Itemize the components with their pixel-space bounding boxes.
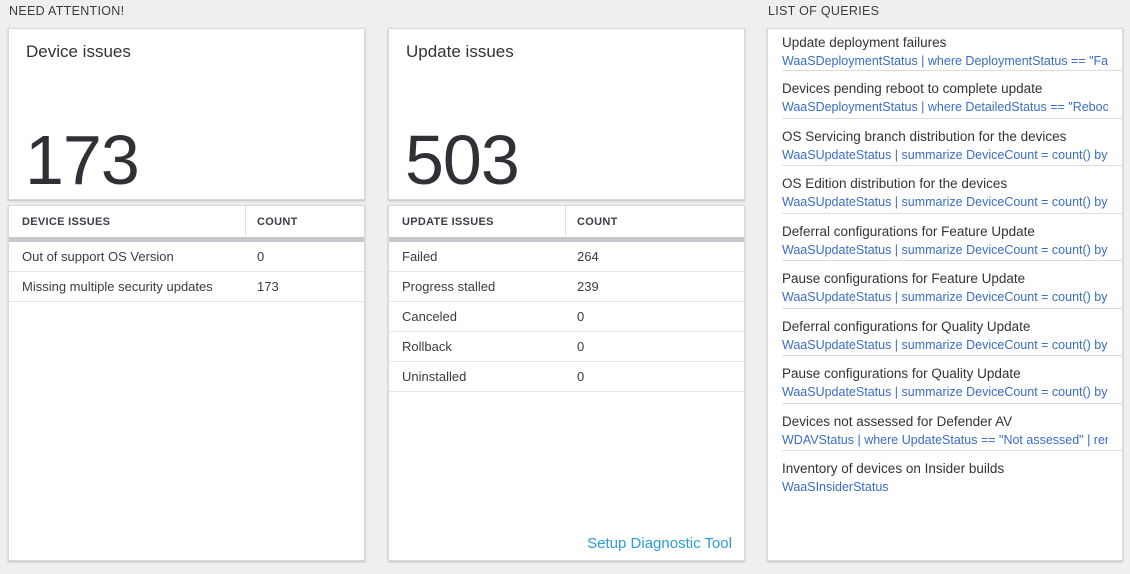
table-row[interactable]: Out of support OS Version 0 bbox=[9, 242, 364, 272]
issue-count: 0 bbox=[577, 339, 585, 354]
table-row[interactable]: Uninstalled 0 bbox=[389, 362, 744, 392]
device-issues-table-header: DEVICE ISSUES COUNT bbox=[9, 206, 364, 237]
table-row[interactable]: Rollback 0 bbox=[389, 332, 744, 362]
query-list-item[interactable]: Devices pending reboot to complete updat… bbox=[768, 71, 1122, 119]
update-issues-tile[interactable]: Update issues 503 bbox=[388, 28, 745, 200]
query-link[interactable]: WaaSUpdateStatus | summarize DeviceCount… bbox=[782, 195, 1108, 209]
query-list-item[interactable]: Devices not assessed for Defender AV WDA… bbox=[768, 404, 1122, 452]
issue-label: Progress stalled bbox=[402, 279, 496, 294]
query-title: Deferral configurations for Feature Upda… bbox=[782, 223, 1035, 239]
table-row[interactable]: Missing multiple security updates 173 bbox=[9, 272, 364, 302]
table-row[interactable]: Failed 264 bbox=[389, 242, 744, 272]
issue-label: Canceled bbox=[402, 309, 457, 324]
query-list-item[interactable]: Deferral configurations for Quality Upda… bbox=[768, 309, 1122, 357]
device-issues-column-header: DEVICE ISSUES bbox=[9, 206, 246, 237]
query-link[interactable]: WaaSUpdateStatus | summarize DeviceCount… bbox=[782, 290, 1108, 304]
query-link[interactable]: WaaSDeploymentStatus | where DetailedSta… bbox=[782, 100, 1108, 114]
query-title: Update deployment failures bbox=[782, 35, 947, 50]
query-title: OS Servicing branch distribution for the… bbox=[782, 128, 1067, 144]
query-link[interactable]: WaaSUpdateStatus | summarize DeviceCount… bbox=[782, 337, 1108, 352]
list-of-queries-section-label: LIST OF QUERIES bbox=[768, 4, 880, 18]
issue-label: Out of support OS Version bbox=[22, 249, 174, 264]
count-column-header: COUNT bbox=[577, 215, 618, 228]
table-header-divider-bar bbox=[9, 237, 364, 242]
update-issues-count: 503 bbox=[405, 120, 520, 199]
query-title: Devices not assessed for Defender AV bbox=[782, 413, 1013, 429]
issue-count: 173 bbox=[257, 279, 279, 294]
update-issues-table-tile: UPDATE ISSUES COUNT Failed 264 Progress … bbox=[388, 205, 745, 561]
query-list-item[interactable]: Pause configurations for Quality Update … bbox=[768, 356, 1122, 404]
query-link[interactable]: WaaSUpdateStatus | summarize DeviceCount… bbox=[782, 242, 1108, 257]
issue-count: 239 bbox=[577, 279, 599, 294]
query-list-item[interactable]: OS Edition distribution for the devices … bbox=[768, 166, 1122, 214]
issue-count: 0 bbox=[577, 369, 585, 384]
query-list-item[interactable]: Deferral configurations for Feature Upda… bbox=[768, 214, 1122, 262]
query-link[interactable]: WaaSDeploymentStatus | where DeploymentS… bbox=[782, 54, 1108, 68]
update-issues-title: Update issues bbox=[406, 42, 514, 61]
query-list-panel: Update deployment failures WaaSDeploymen… bbox=[767, 28, 1123, 561]
query-link[interactable]: WDAVStatus | where UpdateStatus == "Not … bbox=[782, 432, 1108, 447]
table-row[interactable]: Canceled 0 bbox=[389, 302, 744, 332]
query-title: Inventory of devices on Insider builds bbox=[782, 461, 1005, 476]
table-header-divider-bar bbox=[389, 237, 744, 242]
device-issues-table-tile: DEVICE ISSUES COUNT Out of support OS Ve… bbox=[8, 205, 365, 561]
update-issues-column-header: UPDATE ISSUES bbox=[389, 206, 566, 237]
issue-count: 264 bbox=[577, 249, 599, 264]
issue-count: 0 bbox=[257, 249, 265, 264]
query-list-item[interactable]: Update deployment failures WaaSDeploymen… bbox=[768, 29, 1122, 71]
setup-diagnostic-tool-link[interactable]: Setup Diagnostic Tool bbox=[587, 535, 732, 552]
query-title: Devices pending reboot to complete updat… bbox=[782, 81, 1043, 96]
query-title: Pause configurations for Quality Update bbox=[782, 366, 1021, 381]
table-row[interactable]: Progress stalled 239 bbox=[389, 272, 744, 302]
count-column-header: COUNT bbox=[257, 215, 298, 228]
query-link[interactable]: WaaSInsiderStatus bbox=[782, 480, 889, 494]
query-link[interactable]: WaaSUpdateStatus | summarize DeviceCount… bbox=[782, 147, 1108, 162]
query-title: Deferral configurations for Quality Upda… bbox=[782, 318, 1031, 334]
query-list-item[interactable]: Inventory of devices on Insider builds W… bbox=[768, 451, 1122, 499]
device-issues-tile[interactable]: Device issues 173 bbox=[8, 28, 365, 200]
issue-count: 0 bbox=[577, 309, 585, 324]
query-list-item[interactable]: OS Servicing branch distribution for the… bbox=[768, 119, 1122, 167]
update-issues-table-header: UPDATE ISSUES COUNT bbox=[389, 206, 744, 237]
query-title: Pause configurations for Feature Update bbox=[782, 271, 1026, 286]
query-list-item[interactable]: Pause configurations for Feature Update … bbox=[768, 261, 1122, 309]
device-issues-count: 173 bbox=[25, 120, 140, 199]
device-issues-title: Device issues bbox=[26, 42, 131, 61]
need-attention-section-label: NEED ATTENTION! bbox=[9, 4, 125, 18]
issue-label: Failed bbox=[402, 249, 438, 264]
issue-label: Uninstalled bbox=[402, 369, 467, 384]
query-title: OS Edition distribution for the devices bbox=[782, 176, 1008, 191]
query-link[interactable]: WaaSUpdateStatus | summarize DeviceCount… bbox=[782, 385, 1108, 399]
issue-label: Rollback bbox=[402, 339, 452, 354]
issue-label: Missing multiple security updates bbox=[22, 279, 213, 294]
